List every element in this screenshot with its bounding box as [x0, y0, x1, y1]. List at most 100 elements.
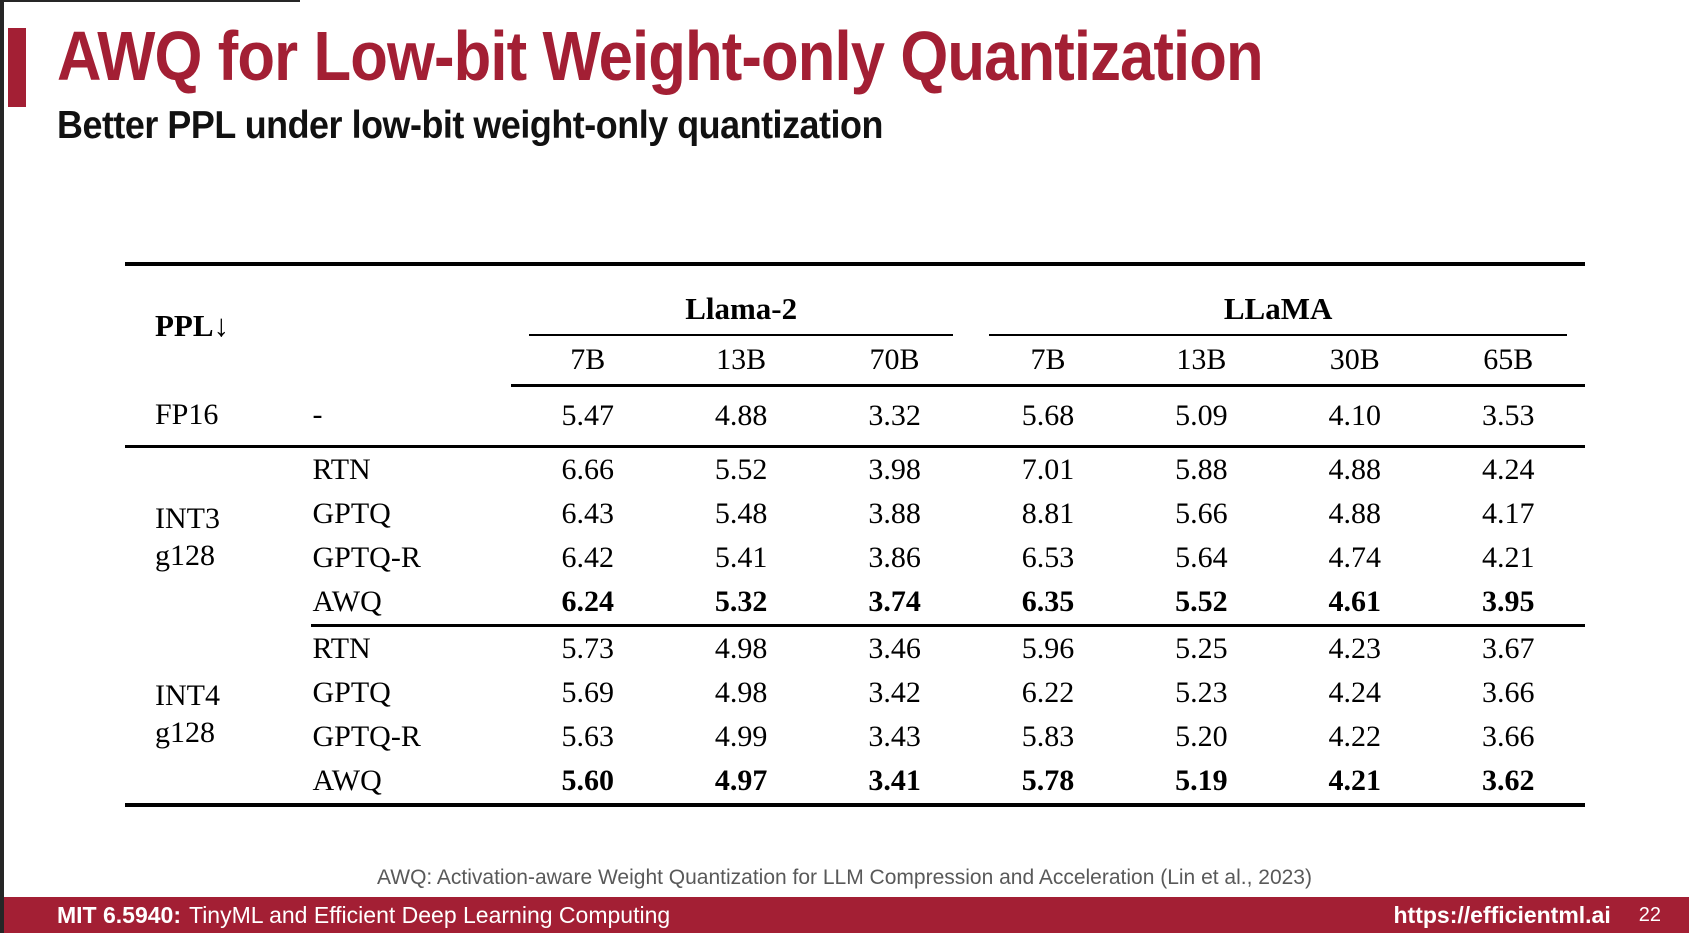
quant-label: FP16 — [125, 385, 311, 448]
table-row-int4-gptqr: GPTQ-R 5.63 4.99 3.43 5.83 5.20 4.22 3.6… — [125, 715, 1585, 759]
table-row-int3-awq: AWQ 6.24 5.32 3.74 6.35 5.52 4.61 3.95 — [125, 580, 1585, 627]
method-label: GPTQ — [312, 676, 391, 709]
cell-value: 5.96 — [1021, 632, 1075, 665]
col-header: 7B — [971, 336, 1125, 387]
table-row-int4-gptq: GPTQ 5.69 4.98 3.42 6.22 5.23 4.24 3.66 — [125, 671, 1585, 715]
cell-value: 7.01 — [1021, 453, 1075, 486]
cell-value: 4.17 — [1481, 497, 1535, 530]
cell-value: 4.98 — [714, 632, 768, 665]
cell-value: 3.66 — [1481, 720, 1535, 753]
col-header: 70B — [817, 336, 972, 387]
col-header: 13B — [1124, 336, 1279, 387]
footer-course-title: TinyML and Efficient Deep Learning Compu… — [189, 901, 671, 928]
cell-value: 4.21 — [1481, 541, 1535, 574]
cell-value: 5.20 — [1175, 720, 1228, 753]
cell-value: 6.35 — [971, 580, 1125, 627]
method-label: RTN — [312, 632, 371, 665]
cell-value: 5.25 — [1175, 632, 1228, 665]
cell-value: 3.66 — [1481, 676, 1535, 709]
page-title: AWQ for Low-bit Weight-only Quantization — [57, 17, 1264, 95]
table-row-int3-rtn: INT3 g128 RTN 6.66 5.52 3.98 7.01 5.88 4… — [125, 447, 1585, 572]
cell-value: 5.19 — [1175, 764, 1228, 797]
cell-value: 3.43 — [868, 720, 921, 753]
cell-value: 4.99 — [714, 720, 768, 753]
cell-value: 3.32 — [817, 385, 972, 448]
cell-value: 5.41 — [714, 541, 768, 574]
cell-value: 6.22 — [1021, 676, 1075, 709]
window-left-edge — [0, 0, 4, 933]
cell-value: 5.23 — [1175, 676, 1228, 709]
quant-label-int3: INT3 g128 — [155, 501, 220, 572]
col-header: 30B — [1278, 336, 1432, 387]
cell-value: 5.63 — [561, 720, 615, 753]
cell-value: 5.73 — [561, 632, 615, 665]
cell-value: 6.42 — [561, 541, 615, 574]
cell-value: 8.81 — [1021, 497, 1075, 530]
metric-label: PPL — [155, 307, 214, 343]
cell-value: 5.69 — [561, 676, 615, 709]
quant-label-int4: INT4 g128 — [155, 679, 220, 750]
cell-value: 5.78 — [1021, 764, 1075, 797]
cell-value: 5.52 — [1124, 580, 1279, 627]
cell-value: 3.46 — [868, 632, 921, 665]
cell-value: 3.53 — [1431, 385, 1585, 448]
cell-value: 4.23 — [1328, 632, 1382, 665]
table-group-header-row: PPL↓ Llama-2 LLaMA — [125, 264, 1585, 343]
cell-value: 3.42 — [868, 676, 921, 709]
window-top-edge — [0, 0, 300, 2]
cell-value: 3.67 — [1481, 632, 1535, 665]
cell-value: 5.68 — [971, 385, 1125, 448]
page-subtitle: Better PPL under low-bit weight-only qua… — [57, 104, 883, 147]
group-header-llama: LLaMA — [971, 264, 1585, 336]
cell-value: 3.41 — [868, 764, 921, 797]
footer-bar: MIT 6.5940: TinyML and Efficient Deep Le… — [0, 897, 1689, 933]
table-row-fp16: FP16 - 5.47 4.88 3.32 5.68 5.09 4.10 3.5… — [125, 385, 1585, 448]
cell-value: 3.88 — [868, 497, 921, 530]
group-header-llama2: Llama-2 — [511, 264, 971, 336]
method-label: AWQ — [310, 580, 512, 627]
cell-value: 3.62 — [1481, 764, 1535, 797]
citation-caption: AWQ: Activation-aware Weight Quantizatio… — [377, 866, 1312, 889]
cell-value: 4.10 — [1278, 385, 1432, 448]
method-label: - — [310, 385, 512, 448]
cell-value: 3.74 — [817, 580, 972, 627]
cell-value: 4.88 — [664, 385, 818, 448]
footer-url: https://efficientml.ai — [1393, 901, 1611, 928]
cell-value: 5.52 — [714, 453, 768, 486]
method-label: GPTQ-R — [312, 720, 421, 753]
method-label: AWQ — [312, 764, 382, 797]
method-label: GPTQ-R — [312, 541, 421, 574]
cell-value: 6.66 — [561, 453, 615, 486]
cell-value: 5.47 — [511, 385, 665, 448]
table-row-int4-awq: AWQ 5.60 4.97 3.41 5.78 5.19 4.21 3.62 — [125, 759, 1585, 805]
cell-value: 6.53 — [1021, 541, 1075, 574]
cell-value: 4.98 — [714, 676, 768, 709]
metric-header: PPL↓ — [125, 264, 511, 386]
col-header: 65B — [1431, 336, 1585, 387]
cell-value: 4.88 — [1328, 453, 1382, 486]
footer-course-code: MIT 6.5940: — [57, 901, 181, 928]
cell-value: 3.86 — [868, 541, 921, 574]
ppl-table: PPL↓ Llama-2 LLaMA 7B 13B 70B 7B 13B 30B… — [125, 262, 1585, 807]
cell-value: 5.60 — [561, 764, 615, 797]
cell-value: 6.43 — [561, 497, 615, 530]
cell-value: 4.88 — [1328, 497, 1382, 530]
cell-value: 5.64 — [1175, 541, 1228, 574]
down-arrow-icon: ↓ — [213, 307, 230, 343]
cell-value: 4.61 — [1278, 580, 1432, 627]
method-label: GPTQ — [312, 497, 391, 530]
col-header: 13B — [664, 336, 818, 387]
cell-value: 6.24 — [511, 580, 665, 627]
page-number: 22 — [1638, 903, 1661, 926]
cell-value: 4.24 — [1328, 676, 1382, 709]
table-row-int3-gptq: GPTQ 6.43 5.48 3.88 8.81 5.66 4.88 4.17 — [125, 492, 1585, 536]
cell-value: 4.74 — [1328, 541, 1382, 574]
cell-value: 5.66 — [1175, 497, 1228, 530]
cell-value: 5.48 — [714, 497, 768, 530]
cell-value: 4.24 — [1481, 453, 1535, 486]
cell-value: 3.95 — [1431, 580, 1585, 627]
cell-value: 5.88 — [1175, 453, 1228, 486]
cell-value: 4.21 — [1328, 764, 1382, 797]
cell-value: 3.98 — [868, 453, 921, 486]
